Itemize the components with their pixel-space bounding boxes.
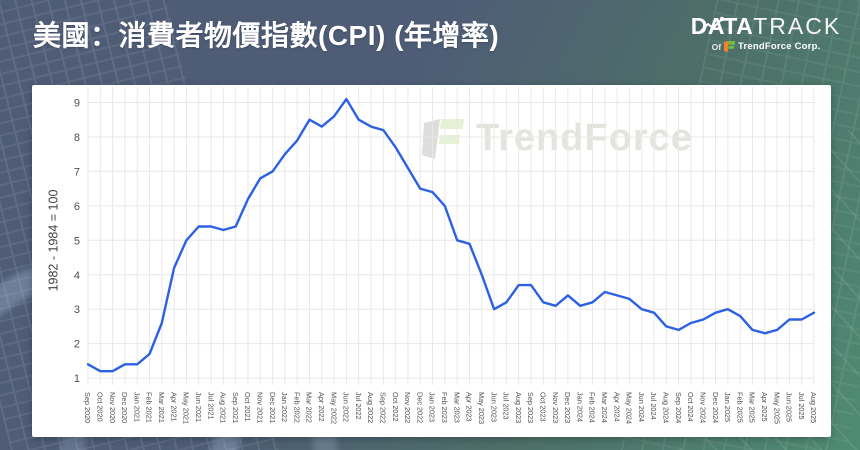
x-tick-label: Apr 2025 (760, 392, 769, 422)
x-tick-label: Nov 2024 (698, 392, 707, 423)
x-tick-label: Oct 2021 (243, 392, 252, 422)
brand-of-label: Of (711, 41, 722, 52)
y-tick-label: 7 (74, 166, 80, 178)
y-tick-label: 4 (74, 270, 80, 282)
x-tick-label: Jun 2022 (342, 392, 351, 422)
x-tick-label: Jun 2025 (785, 392, 794, 422)
x-tick-label: May 2021 (182, 392, 191, 424)
y-tick-label: 6 (74, 201, 80, 213)
x-tick-label: Jun 2024 (637, 392, 646, 422)
brand-company-label: TrendForce Corp. (738, 41, 821, 52)
y-tick-label: 3 (74, 304, 80, 316)
trendforce-watermark: TrendForce (420, 115, 693, 161)
x-tick-label: Mar 2022 (305, 392, 314, 423)
x-tick-label: Feb 2024 (588, 392, 597, 423)
x-tick-label: Nov 2022 (403, 392, 412, 423)
x-tick-label: Aug 2024 (662, 392, 671, 423)
x-tick-label: Jun 2021 (194, 392, 203, 422)
x-tick-label: Mar 2024 (600, 392, 609, 423)
y-tick-label: 1 (74, 373, 80, 385)
x-tick-label: Apr 2023 (465, 392, 474, 422)
x-tick-label: Sep 2020 (83, 392, 92, 423)
y-tick-label: 5 (74, 235, 80, 247)
x-tick-label: Mar 2021 (157, 392, 166, 423)
x-tick-label: Mar 2025 (748, 392, 757, 423)
x-tick-label: Jul 2021 (206, 392, 215, 420)
x-tick-label: May 2024 (625, 392, 634, 424)
gridlines (87, 87, 815, 385)
cpi-line-series (86, 97, 816, 373)
chart-panel: 1982 - 1984 = 100 TrendForce 1 2 3 4 5 6 7 8 9 Se… (32, 85, 831, 437)
x-tick-label: May 2022 (329, 392, 338, 424)
x-tick-label: Jan 2021 (132, 392, 141, 422)
x-tick-label: Jul 2023 (502, 392, 511, 420)
x-tick-label: Apr 2024 (612, 392, 621, 422)
x-tick-label: Dec 2021 (268, 392, 277, 423)
x-tick-label: Oct 2022 (391, 392, 400, 422)
x-tick-label: Jan 2024 (575, 392, 584, 422)
y-tick-label: 2 (74, 339, 80, 351)
datatrack-wordmark: DATATRACK (686, 13, 846, 39)
x-tick-label: Feb 2023 (440, 392, 449, 423)
x-tick-label: Dec 2022 (415, 392, 424, 423)
x-tick-label: Apr 2022 (317, 392, 326, 422)
x-tick-label: Nov 2021 (255, 392, 264, 423)
x-tick-label: Jan 2022 (280, 392, 289, 422)
x-tick-label: Aug 2023 (514, 392, 523, 423)
x-tick-label: Jun 2023 (489, 392, 498, 422)
x-tick-label: Sep 2022 (379, 392, 388, 423)
x-tick-label: Sep 2024 (674, 392, 683, 423)
x-tick-label: Aug 2022 (366, 392, 375, 423)
page-title: 美國：消費者物價指數(CPI) (年增率) (33, 20, 500, 51)
x-tick-label: Aug 2025 (809, 392, 818, 423)
x-tick-label: Jul 2024 (649, 392, 658, 420)
datatrack-zigzag-icon (699, 16, 725, 33)
trendforce-logo-icon (724, 41, 736, 52)
x-tick-label: Oct 2023 (538, 392, 547, 422)
x-tick-label: Jul 2025 (797, 392, 806, 420)
x-tick-label: Sep 2023 (526, 392, 535, 423)
brand-word-track: TRACK (753, 13, 842, 39)
x-tick-label: Jan 2023 (428, 392, 437, 422)
x-tick-label: May 2023 (477, 392, 486, 424)
x-tick-label: Aug 2021 (219, 392, 228, 423)
x-tick-label: Feb 2021 (145, 392, 154, 423)
watermark-text: TrendForce (476, 116, 693, 159)
datatrack-logo: DATATRACK Of TrendForce Corp. (686, 13, 846, 52)
x-tick-label: Dec 2024 (711, 392, 720, 423)
x-tick-label: Feb 2022 (292, 392, 301, 423)
x-tick-label: Jul 2022 (354, 392, 363, 420)
x-tick-label: Mar 2023 (452, 392, 461, 423)
x-tick-label: Dec 2020 (120, 392, 129, 423)
x-tick-label: Oct 2020 (96, 392, 105, 422)
x-tick-label: May 2025 (772, 392, 781, 424)
brand-subline: Of TrendForce Corp. (686, 41, 846, 52)
x-tick-label: Jan 2025 (723, 392, 732, 422)
x-tick-label: Dec 2023 (563, 392, 572, 423)
x-tick-label: Sep 2021 (231, 392, 240, 423)
x-tick-label: Apr 2021 (169, 392, 178, 422)
x-tick-label: Nov 2020 (108, 392, 117, 423)
x-tick-label: Oct 2024 (686, 392, 695, 422)
y-tick-label: 9 (74, 98, 80, 110)
y-tick-label: 8 (74, 132, 80, 144)
x-tick-label: Nov 2023 (551, 392, 560, 423)
x-tick-label: Feb 2025 (735, 392, 744, 423)
